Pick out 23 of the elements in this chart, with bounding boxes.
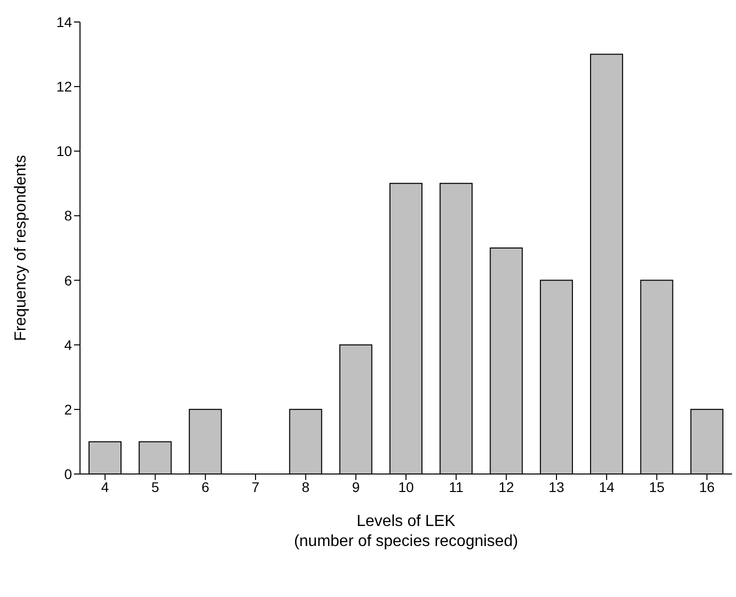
x-tick-label: 4 xyxy=(101,478,110,495)
x-tick-label: 14 xyxy=(598,478,615,495)
y-tick-label: 0 xyxy=(64,466,72,482)
x-tick-label: 8 xyxy=(302,478,310,495)
x-tick-label: 7 xyxy=(252,478,260,495)
x-tick-label: 15 xyxy=(648,478,665,495)
y-tick-label: 12 xyxy=(56,78,72,95)
x-tick-label: 13 xyxy=(548,478,564,495)
y-axis-title: Frequency of respondents xyxy=(12,155,30,341)
y-tick-label: 10 xyxy=(56,143,72,160)
x-tick-label: 10 xyxy=(398,478,414,495)
x-tick-label: 5 xyxy=(151,478,160,495)
y-tick-label: 8 xyxy=(64,208,72,224)
y-tick-label: 6 xyxy=(64,272,72,288)
x-axis-title: Levels of LEK (number of species recognised) xyxy=(294,513,518,550)
y-tick-label: 4 xyxy=(64,336,72,353)
x-tick-label: 12 xyxy=(498,478,514,495)
x-tick-label: 6 xyxy=(201,478,210,495)
x-tick-label: 16 xyxy=(699,478,715,495)
y-tick-label: 2 xyxy=(64,401,72,418)
x-tick-label: 9 xyxy=(352,478,360,495)
y-tick-label: 14 xyxy=(56,14,72,30)
x-tick-label: 11 xyxy=(448,478,464,495)
